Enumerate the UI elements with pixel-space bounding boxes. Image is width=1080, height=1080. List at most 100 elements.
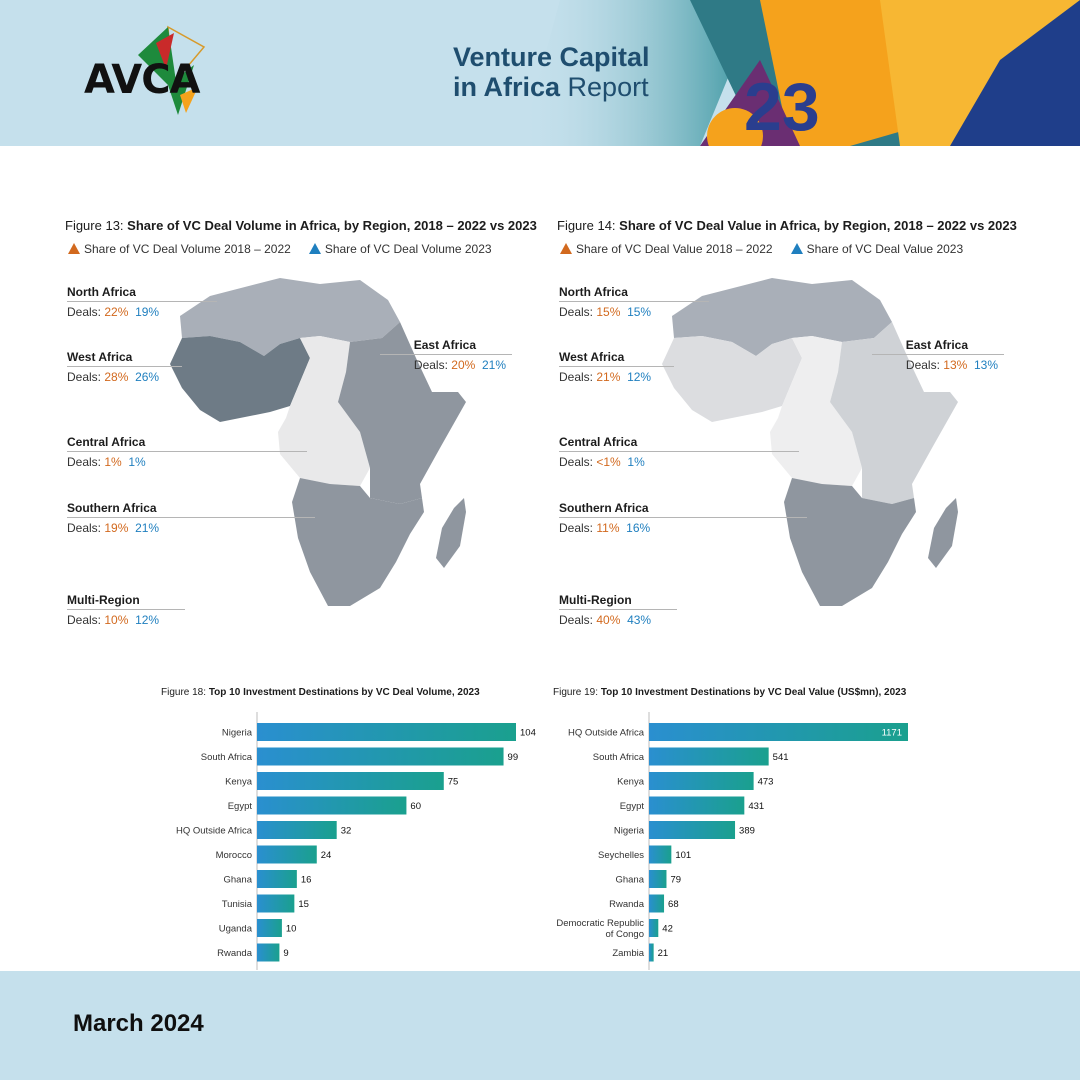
bar — [649, 796, 745, 815]
deals-label: Deals: — [559, 370, 594, 384]
share-2018-2022: 28% — [104, 370, 129, 384]
orange-triangle-icon — [560, 243, 572, 254]
share-2023: 43% — [627, 613, 652, 627]
fig13-title-text: Share of VC Deal Volume in Africa, by Re… — [127, 218, 537, 233]
value-label: 101 — [675, 850, 691, 861]
category-label: Nigeria — [222, 728, 253, 739]
fig19-title-text: Top 10 Investment Destinations by VC Dea… — [600, 687, 907, 698]
bar — [257, 821, 337, 839]
region-name: West Africa — [67, 350, 182, 367]
madagascar-region — [436, 498, 466, 568]
west-africa-region — [662, 336, 802, 422]
fig14-region-west-africa: West Africa Deals: 21% 12% — [559, 350, 674, 384]
footer-date: March 2024 — [73, 1010, 204, 1037]
category-label: Morocco — [216, 850, 252, 861]
category-label: Democratic Republic — [556, 918, 644, 929]
value-label: 79 — [670, 875, 681, 886]
region-name: East Africa — [380, 338, 512, 355]
fig13-prefix: Figure 13: — [65, 218, 124, 233]
share-2023: 26% — [135, 370, 160, 384]
bar — [649, 723, 908, 741]
fig13-legend: Share of VC Deal Volume 2018 – 2022 Share… — [68, 242, 492, 256]
share-2018-2022: 10% — [104, 613, 129, 627]
category-label: Egypt — [228, 801, 253, 812]
region-deals: Deals: 22% 19% — [67, 305, 217, 319]
share-2023: 13% — [973, 358, 998, 372]
bar — [649, 870, 667, 888]
share-2023: 21% — [135, 521, 160, 535]
fig14-region-southern-africa: Southern Africa Deals: 11% 16% — [559, 501, 807, 535]
category-label: Uganda — [219, 924, 253, 935]
footer-band — [0, 971, 1080, 1080]
region-deals: Deals: 15% 15% — [559, 305, 709, 319]
east-africa-region — [830, 322, 958, 504]
share-2018-2022: 1% — [104, 455, 122, 469]
value-label: 16 — [301, 875, 312, 886]
header-artwork: 23 — [520, 0, 1080, 146]
category-label: of Congo — [605, 929, 644, 940]
fig13-legend-b: Share of VC Deal Volume 2023 — [324, 242, 492, 256]
bar — [649, 772, 754, 790]
region-name: Central Africa — [67, 435, 307, 452]
header-band: 23 AVCA Venture Capital in Africa Report — [0, 0, 1080, 146]
region-deals: Deals: 13% 13% — [872, 358, 1004, 372]
region-deals: Deals: 1% 1% — [67, 455, 307, 469]
region-name: Multi-Region — [67, 593, 185, 610]
region-name: East Africa — [872, 338, 1004, 355]
bar — [257, 723, 516, 741]
share-2018-2022: 22% — [104, 305, 129, 319]
value-label: 473 — [758, 777, 774, 788]
report-title-line2-light: Report — [567, 72, 649, 102]
fig19-bar-chart: HQ Outside Africa 1171 South Africa 541 Keny… — [556, 712, 908, 970]
avca-logo-mark — [138, 25, 206, 115]
deals-label: Deals: — [905, 358, 940, 372]
share-2018-2022: 19% — [104, 521, 129, 535]
share-2023: 21% — [481, 358, 506, 372]
share-2023: 12% — [627, 370, 652, 384]
category-label: Egypt — [620, 801, 645, 812]
deals-label: Deals: — [67, 305, 102, 319]
value-label: 104 — [520, 728, 536, 739]
region-name: Southern Africa — [559, 501, 807, 518]
category-label: Rwanda — [609, 899, 645, 910]
value-label: 68 — [668, 899, 679, 910]
fig13-region-north-africa: North Africa Deals: 22% 19% — [67, 285, 217, 319]
southern-africa-region — [784, 478, 916, 606]
fig14-legend-a: Share of VC Deal Value 2018 – 2022 — [576, 242, 773, 256]
central-africa-region — [770, 336, 862, 486]
fig14-region-central-africa: Central Africa Deals: <1% 1% — [559, 435, 799, 469]
category-label: Nigeria — [614, 826, 645, 837]
deals-label: Deals: — [67, 370, 102, 384]
region-deals: Deals: 20% 21% — [380, 358, 512, 372]
share-2018-2022: 40% — [596, 613, 621, 627]
deals-label: Deals: — [67, 613, 102, 627]
value-label: 42 — [662, 924, 673, 935]
header-orange-circle — [707, 108, 763, 146]
fig13-legend-a: Share of VC Deal Volume 2018 – 2022 — [84, 242, 291, 256]
region-name: North Africa — [67, 285, 217, 302]
category-label: Ghana — [223, 875, 252, 886]
category-label: HQ Outside Africa — [176, 826, 253, 837]
fig19-title: Figure 19: Top 10 Investment Destination… — [553, 687, 906, 698]
header-year-glyph: 23 — [744, 69, 820, 145]
bar — [257, 747, 504, 766]
region-deals: Deals: 40% 43% — [559, 613, 677, 627]
category-label: South Africa — [201, 752, 253, 763]
fig13-region-multi-region: Multi-Region Deals: 10% 12% — [67, 593, 185, 627]
fig13-region-southern-africa: Southern Africa Deals: 19% 21% — [67, 501, 315, 535]
fig14-title-text: Share of VC Deal Value in Africa, by Reg… — [619, 218, 1017, 233]
blue-triangle-icon — [790, 243, 803, 254]
report-title-line2-bold: in Africa — [453, 72, 561, 102]
value-label: 60 — [410, 801, 421, 812]
region-deals: Deals: 11% 16% — [559, 521, 807, 535]
value-label: 32 — [341, 826, 352, 837]
bar — [257, 772, 444, 790]
value-label: 9 — [283, 948, 288, 959]
central-africa-region — [278, 336, 370, 486]
category-label: Tunisia — [222, 899, 253, 910]
value-label: 541 — [773, 752, 789, 763]
bar — [257, 845, 317, 864]
value-label: 75 — [448, 777, 459, 788]
fig18-prefix: Figure 18: — [161, 687, 207, 698]
fig14-region-north-africa: North Africa Deals: 15% 15% — [559, 285, 709, 319]
